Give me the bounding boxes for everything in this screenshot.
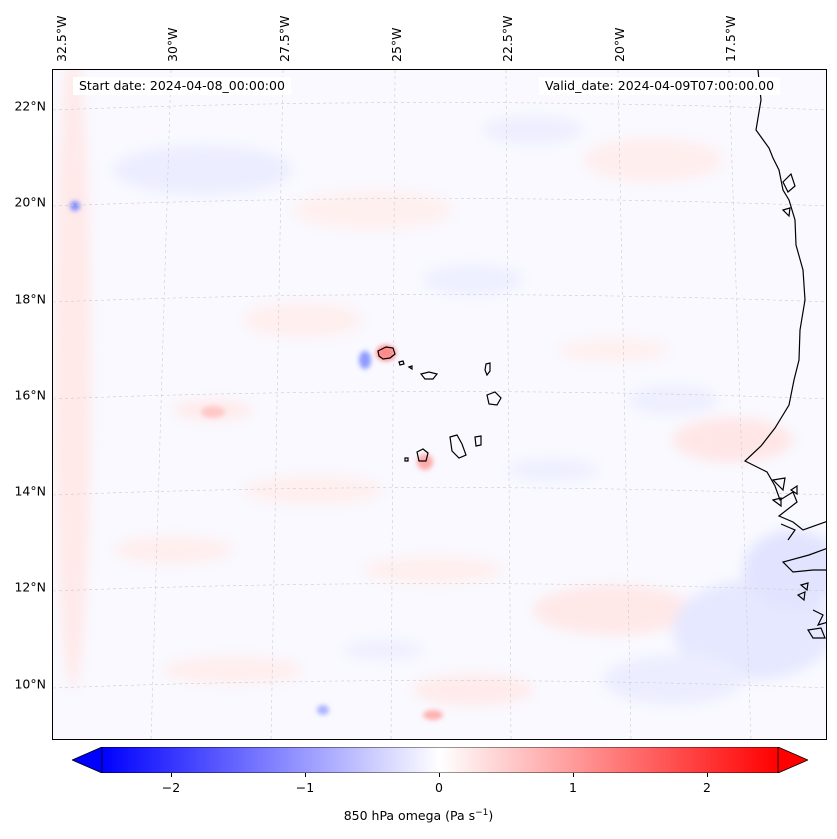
lat-label-22n: 22°N bbox=[14, 98, 46, 114]
colorbar-tick-mark bbox=[707, 773, 708, 777]
coastlines bbox=[743, 70, 826, 639]
colorbar-tick-label: −2 bbox=[161, 780, 181, 795]
lat-label-10n: 10°N bbox=[14, 676, 46, 692]
colorbar-tick-mark bbox=[171, 773, 172, 777]
island-boa-vista bbox=[486, 391, 502, 406]
island-sal bbox=[484, 362, 491, 377]
colorbar-extend-max bbox=[777, 746, 810, 774]
lat-label-18n: 18°N bbox=[14, 291, 46, 307]
colorbar-tick-mark bbox=[305, 773, 306, 777]
lon-label-32.5w: 32.5°W bbox=[54, 15, 69, 62]
colorbar bbox=[70, 746, 810, 774]
island-maio bbox=[474, 435, 482, 447]
lon-label-22.5w: 22.5°W bbox=[500, 15, 515, 62]
colorbar-label-sup: −1 bbox=[475, 808, 489, 818]
lon-label-27.5w: 27.5°W bbox=[277, 15, 292, 62]
graticule bbox=[53, 70, 826, 739]
africa-coast-south bbox=[781, 548, 826, 573]
island-sao-nicolau bbox=[419, 371, 439, 380]
colorbar-label: 850 hPa omega (Pa s−1) bbox=[0, 808, 837, 823]
cape-verde-islands bbox=[377, 346, 502, 462]
colorbar-tick-label: 2 bbox=[703, 780, 711, 795]
map-field bbox=[53, 70, 826, 739]
island-fogo bbox=[416, 448, 429, 462]
colorbar-tick-label: 1 bbox=[569, 780, 577, 795]
lon-label-20w: 20°W bbox=[612, 27, 627, 62]
omega-field bbox=[55, 70, 826, 706]
colorbar-gradient bbox=[101, 746, 779, 774]
island-sao-vicente bbox=[398, 360, 405, 366]
colorbar-svg bbox=[70, 746, 810, 774]
colorbar-tick-mark bbox=[439, 773, 440, 777]
colorbar-tick-label: −1 bbox=[295, 780, 315, 795]
lat-label-20n: 20°N bbox=[14, 194, 46, 210]
colorbar-label-main: 850 hPa omega (Pa s bbox=[343, 808, 476, 824]
colorbar-tick-mark bbox=[573, 773, 574, 777]
island-santa-luzia bbox=[407, 365, 413, 371]
valid-date-label: Valid_date: 2024-04-09T07:00:00.00 bbox=[539, 77, 781, 95]
colorbar-tick-label: 0 bbox=[435, 780, 443, 795]
island-santo-antao bbox=[377, 346, 396, 360]
colorbar-extend-min bbox=[70, 746, 103, 774]
africa-coast bbox=[743, 70, 826, 531]
lat-label-12n: 12°N bbox=[14, 579, 46, 595]
lon-label-17.5w: 17.5°W bbox=[723, 15, 738, 62]
lat-label-16n: 16°N bbox=[14, 387, 46, 403]
island-santiago bbox=[449, 434, 467, 459]
colorbar-label-end: ) bbox=[488, 808, 494, 824]
start-date-label: Start date: 2024-04-08_00:00:00 bbox=[73, 77, 291, 95]
lat-label-14n: 14°N bbox=[14, 483, 46, 499]
island-brava bbox=[404, 457, 409, 462]
map-panel bbox=[52, 69, 827, 740]
lon-label-30w: 30°W bbox=[165, 27, 180, 62]
lon-label-25w: 25°W bbox=[389, 27, 404, 62]
